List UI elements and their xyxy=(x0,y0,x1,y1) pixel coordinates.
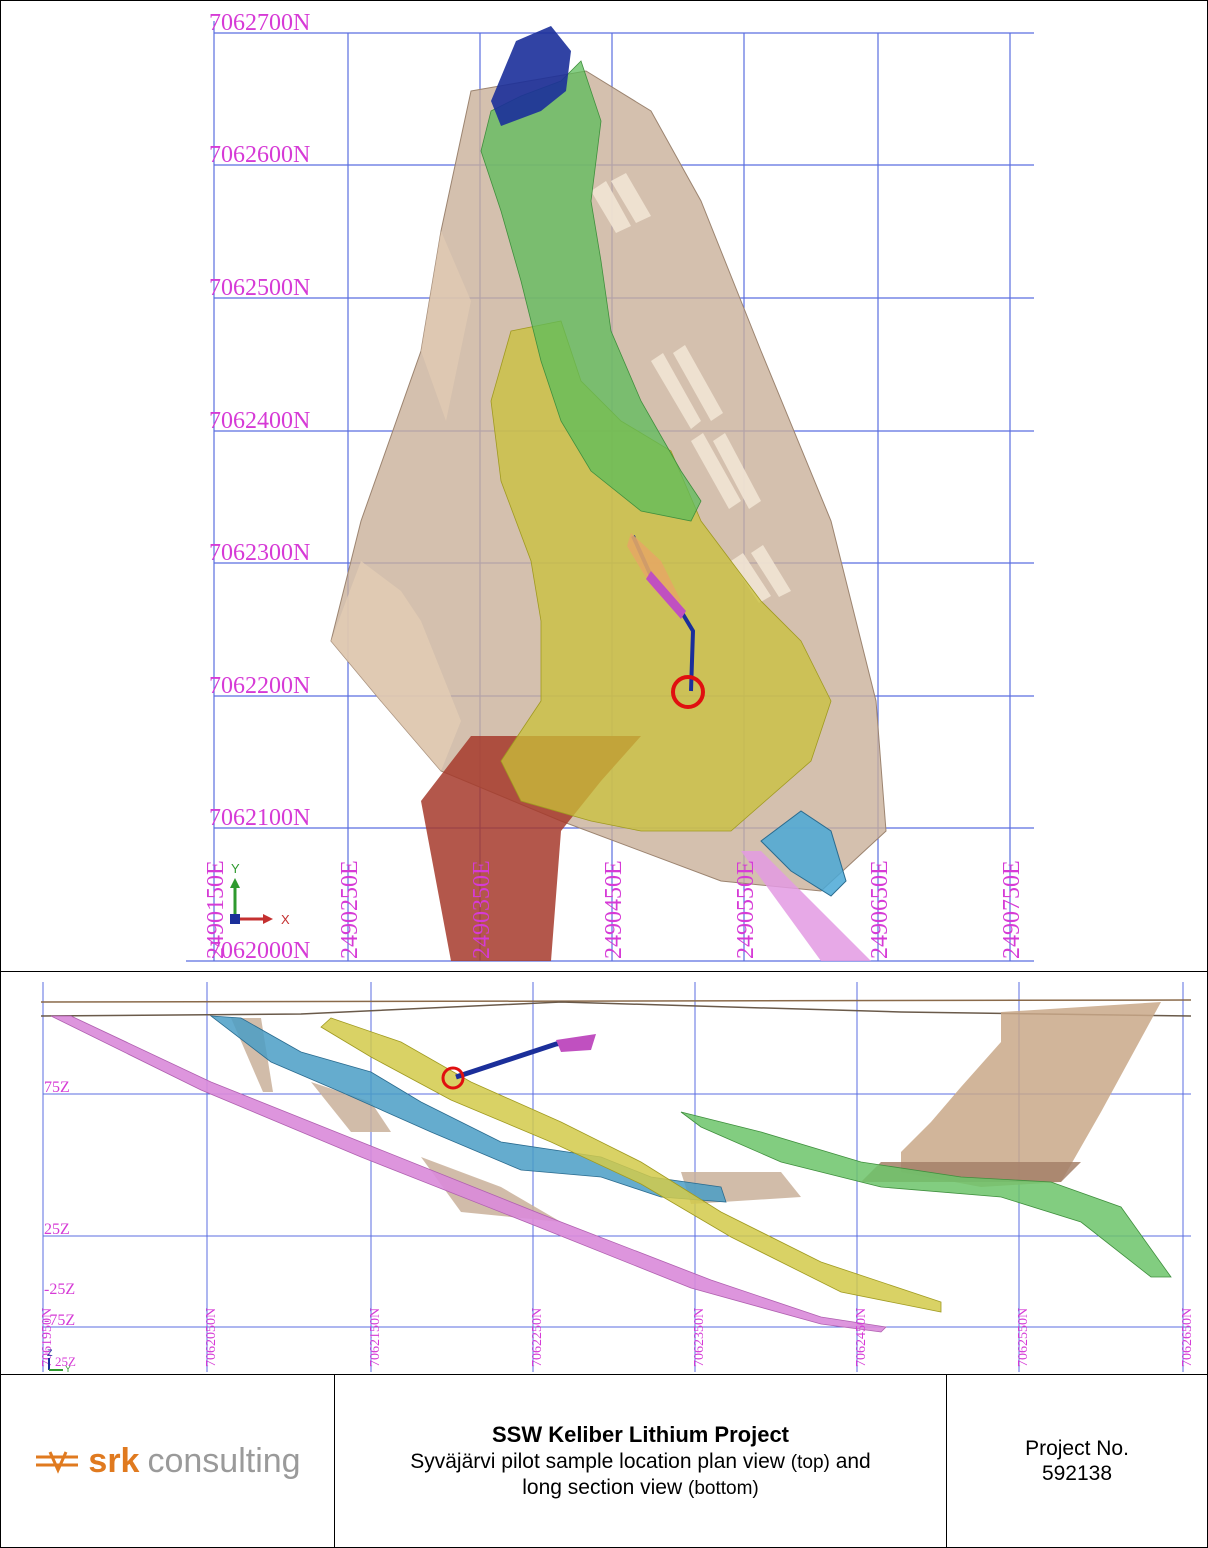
z-axis-label: Z xyxy=(47,1348,53,1358)
section-northing-label: 7062150N xyxy=(368,1308,383,1367)
caption-and: and xyxy=(835,1449,871,1473)
magenta-orebody xyxy=(741,851,871,961)
title-cell: SSW Keliber Lithium Project Syväjärvi pi… xyxy=(335,1375,947,1547)
plan-view-svg: 7062700N 7062600N 7062500N 7062400N 7062… xyxy=(186,10,1034,964)
title-block: srk consulting SSW Keliber Lithium Proje… xyxy=(1,1375,1207,1547)
elevation-label: 25Z xyxy=(44,1221,70,1238)
section-axis-indicator: Z Y 25Z xyxy=(47,1348,76,1374)
section-grid xyxy=(42,982,1191,1372)
northing-label: 7062700N xyxy=(209,10,310,36)
northing-label: 7062200N xyxy=(209,673,310,699)
elevation-label: -75Z xyxy=(44,1312,75,1329)
northing-label: 7062300N xyxy=(209,540,310,566)
figure-caption: Syväjärvi pilot sample location plan vie… xyxy=(410,1449,871,1502)
logo-cell: srk consulting xyxy=(1,1375,335,1547)
sample-location-marker xyxy=(671,675,705,709)
long-section-svg: 75Z 25Z -25Z -75Z 7061950N 7062050N 7062… xyxy=(40,982,1195,1374)
northing-label: 7062500N xyxy=(209,275,310,301)
section-yellow-body xyxy=(320,1017,942,1313)
srk-logo-icon xyxy=(36,1451,79,1474)
easting-label: 2490250E xyxy=(337,860,363,959)
section-sample-marker xyxy=(441,1066,465,1090)
section-green-body xyxy=(680,1111,1172,1278)
project-number: 592138 xyxy=(1041,1462,1113,1485)
plan-view-panel: 7062700N 7062600N 7062500N 7062400N 7062… xyxy=(1,1,1207,972)
y-axis-label: Y xyxy=(231,861,240,876)
plan-axis-indicator: Y X xyxy=(230,861,290,927)
section-northing-label: 7062450N xyxy=(854,1308,869,1367)
caption-part2: long section view xyxy=(522,1475,683,1499)
section-northing-label: 7061950N xyxy=(40,1308,55,1367)
x-axis-label: X xyxy=(281,912,290,927)
caption-top: (top) xyxy=(790,1451,830,1473)
easting-label: 2490350E xyxy=(469,860,495,959)
section-northing-label: 7062350N xyxy=(692,1308,707,1367)
section-corner-label: 25Z xyxy=(55,1354,76,1369)
easting-label: 2490550E xyxy=(733,860,759,959)
section-northing-label: 7062250N xyxy=(530,1308,545,1367)
easting-label: 2490450E xyxy=(601,860,627,959)
northing-label: 7062000N xyxy=(209,938,310,964)
caption-bottom: (bottom) xyxy=(688,1477,759,1499)
srk-logo: srk consulting xyxy=(34,1441,301,1481)
logo-word: consulting xyxy=(147,1441,301,1480)
green-orebody xyxy=(480,60,702,522)
section-y-axis-label: Y xyxy=(65,1364,71,1374)
easting-label: 2490650E xyxy=(867,860,893,959)
elevation-label: 75Z xyxy=(44,1079,70,1096)
project-number-label: Project No. xyxy=(1025,1436,1129,1460)
northing-label: 7062100N xyxy=(209,805,310,831)
elevation-label: -25Z xyxy=(44,1281,75,1298)
pilot-sample-drive xyxy=(627,533,696,692)
topo-surface xyxy=(40,999,1192,1003)
project-number-cell: Project No. 592138 xyxy=(947,1375,1207,1547)
section-magenta-body xyxy=(50,1015,887,1333)
easting-label: 2490150E xyxy=(203,860,229,959)
section-northing-label: 7062050N xyxy=(204,1308,219,1367)
project-title: SSW Keliber Lithium Project xyxy=(491,1422,790,1447)
section-northing-label: 7062550N xyxy=(1016,1308,1031,1367)
easting-label: 2490750E xyxy=(999,860,1025,959)
northing-label: 7062400N xyxy=(209,408,310,434)
long-section-panel: 75Z 25Z -25Z -75Z 7061950N 7062050N 7062… xyxy=(1,972,1207,1375)
logo-brand: srk xyxy=(88,1441,140,1480)
cyan-orebody xyxy=(760,810,847,897)
blue-orebody xyxy=(491,26,571,126)
caption-part1: Syväjärvi pilot sample location plan vie… xyxy=(410,1449,785,1473)
northing-label: 7062600N xyxy=(209,142,310,168)
section-northing-label: 7062650N xyxy=(1180,1308,1195,1367)
